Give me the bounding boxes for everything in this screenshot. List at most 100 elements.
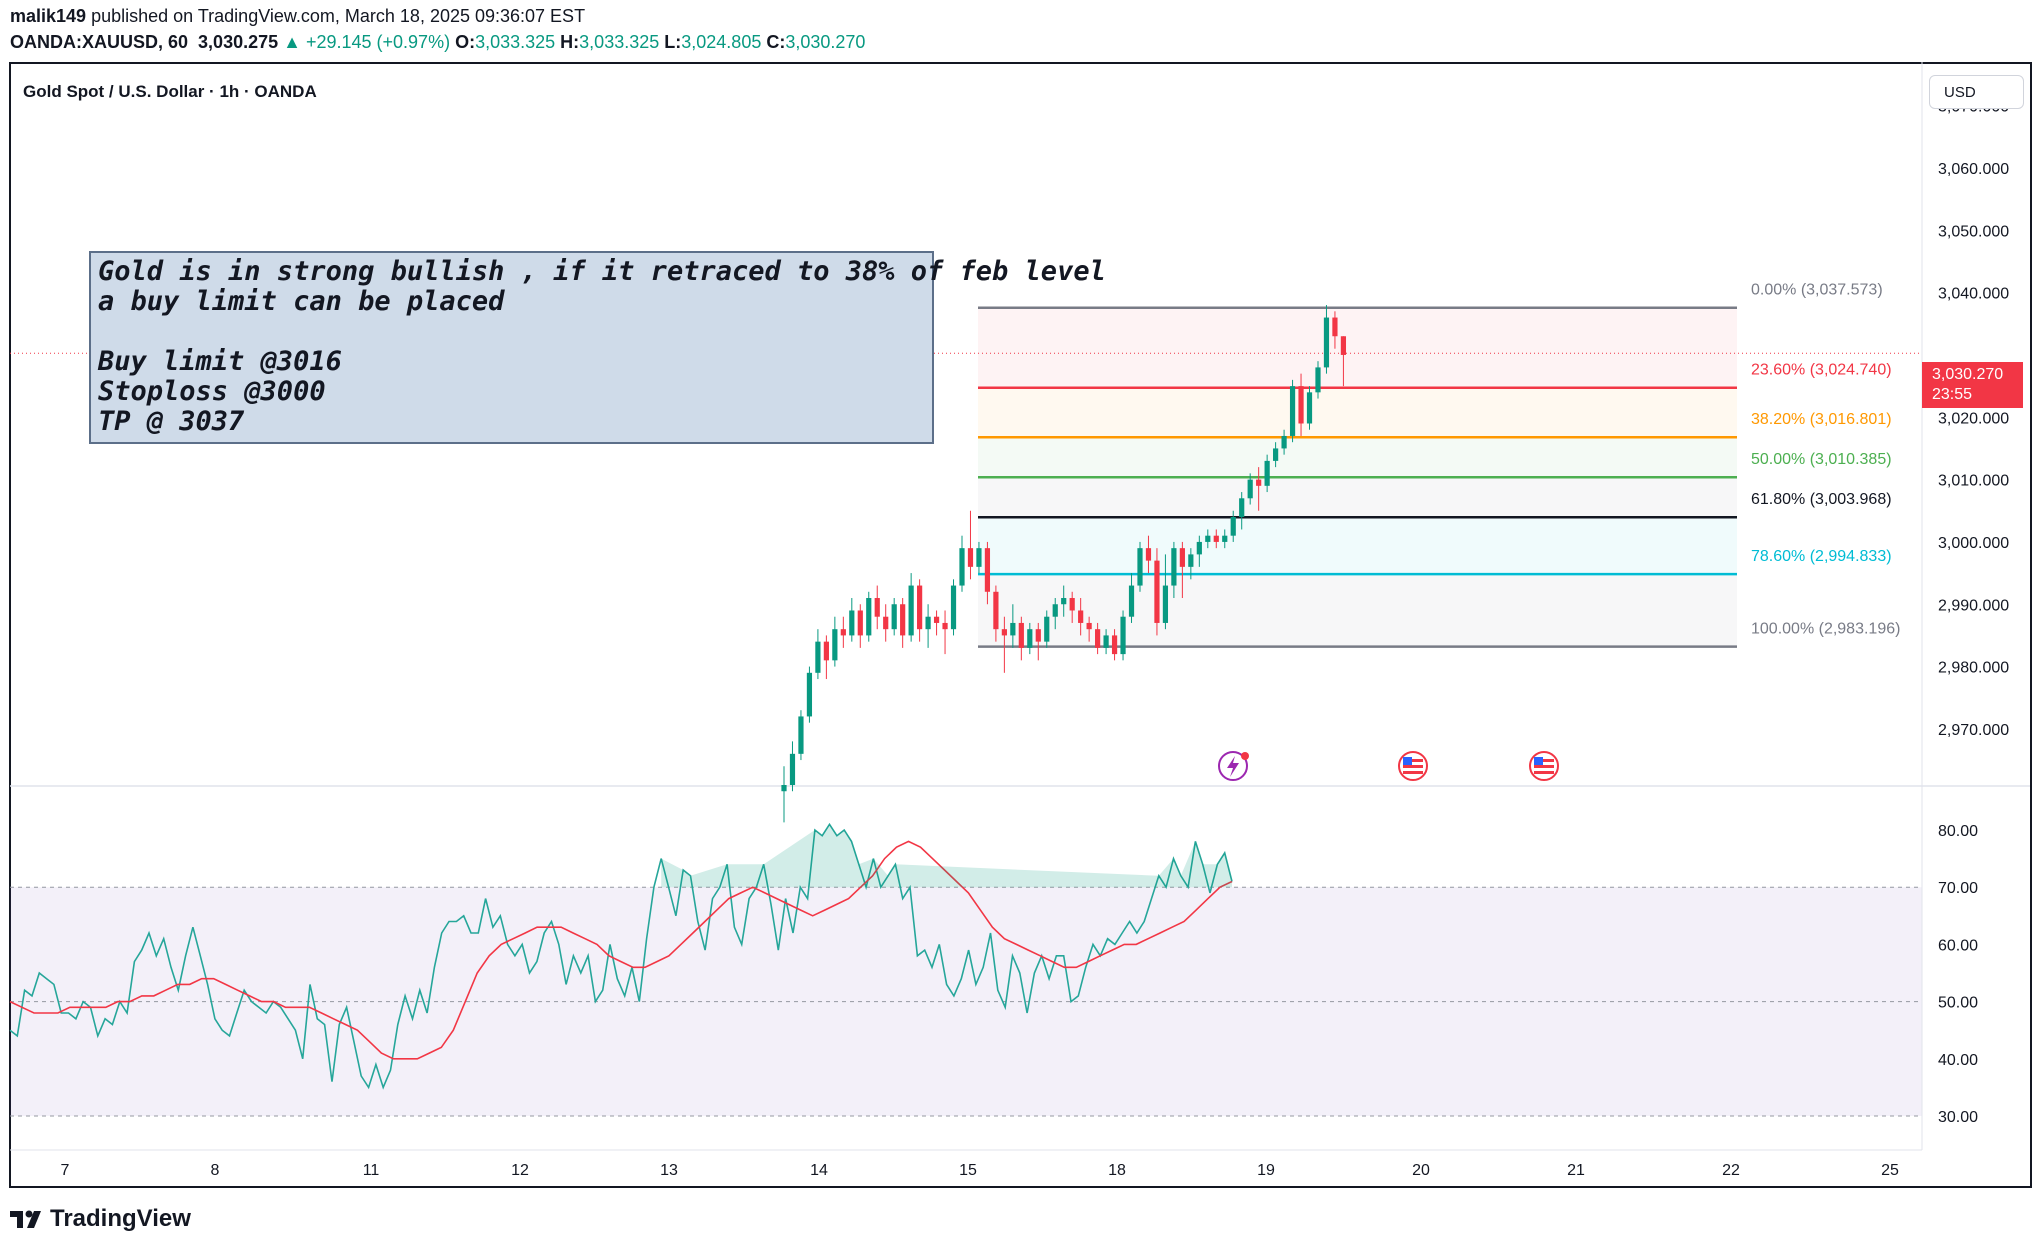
fib-level-label: 78.60% (2,994.833) [1751,548,1892,565]
candle-body [1247,479,1253,499]
high-label: H: [560,32,580,52]
candle-body [874,598,880,617]
time-axis-tick: 18 [1108,1162,1126,1179]
candle-body [1306,392,1313,424]
candle-body [1222,535,1228,542]
candle-body [908,585,914,636]
us-flag-icon[interactable] [1398,751,1428,781]
candle-body [984,548,991,592]
candle-body [1289,386,1296,436]
chart-frame [9,62,2032,1188]
currency-button[interactable]: USD [1929,75,2024,109]
candle-body [1171,548,1177,586]
candle-body [840,629,846,636]
candle-body [1196,541,1202,555]
note-line: a buy limit can be placed [98,286,505,317]
price-axis-tick: 2,990.000 [1938,597,2009,614]
time-axis-tick: 8 [211,1162,220,1179]
note-line: Stoploss @3000 [98,376,326,407]
candle-body [1298,386,1304,424]
rsi-axis-tick: 30.00 [1938,1109,1978,1126]
rsi-ma-line [9,840,1233,1060]
note-line: Buy limit @3016 [98,346,342,377]
candle-body [1162,585,1169,623]
candle-body [832,629,838,661]
candle-body [1120,616,1126,655]
candle-body [1111,635,1118,655]
candle-body [1027,629,1033,648]
rsi-axis-tick: 40.00 [1938,1052,1978,1069]
rsi-axis-tick: 50.00 [1938,995,1978,1012]
candle-body [1069,598,1075,611]
candle-body [1078,610,1084,623]
lightning-icon[interactable] [1218,751,1249,781]
chart-legend-title: Gold Spot / U.S. Dollar · 1h · OANDA [23,82,317,101]
time-axis-tick: 15 [959,1162,977,1179]
candle-body [1323,317,1330,368]
candle-body [1315,367,1321,393]
candle-body [1095,629,1101,648]
candle-body [900,604,906,636]
candle-body [950,585,957,630]
price-axis-tick: 2,970.000 [1938,722,2009,739]
fib-zone [978,437,1737,478]
candle-body [1154,560,1160,623]
candle-body [1044,616,1050,642]
time-axis-tick: 14 [810,1162,828,1179]
price-axis-tick: 3,040.000 [1938,286,2009,303]
trade-note[interactable]: Gold is in strong bullish , if it retrac… [89,251,1106,444]
tradingview-logo[interactable]: TradingView [10,1205,191,1233]
fib-level-label: 100.00% (2,983.196) [1751,621,1900,638]
fib-zone [978,574,1737,647]
candle-body [1145,548,1152,561]
time-axis-tick: 20 [1412,1162,1430,1179]
rsi-axis-tick: 80.00 [1938,823,1978,840]
time-axis-tick: 21 [1567,1162,1585,1179]
fib-zone [978,307,1737,388]
candle-body [798,716,804,754]
time-axis-tick: 12 [511,1162,529,1179]
tradingview-logo-icon [10,1210,41,1228]
time-axis-tick: 22 [1722,1162,1740,1179]
brand-name: TradingView [50,1205,191,1232]
candle-body [1128,585,1135,617]
rsi-axis-tick: 70.00 [1938,880,1978,897]
note-line [98,317,925,347]
candle-body [849,610,855,636]
candle-body [1264,460,1270,486]
candle-body [1213,535,1219,542]
fib-zone [978,387,1737,438]
open-label: O: [455,32,476,52]
candle-body [1179,548,1185,567]
candle-body [823,641,829,661]
candle-body [1340,336,1347,355]
fib-level-label: 0.00% (3,037.573) [1751,282,1883,299]
high-value: 3,033.325 [579,32,660,52]
author-name[interactable]: malik149 [10,6,87,26]
note-line: Gold is in strong bullish , if it retrac… [98,256,1106,287]
time-axis-tick: 19 [1257,1162,1275,1179]
published-text: published on TradingView.com, March 18, … [91,6,586,26]
candle-body [1001,629,1007,636]
candle-body [993,591,999,630]
candle-body [1188,554,1194,567]
us-flag-icon[interactable] [1529,751,1559,781]
candle-body [1230,516,1236,536]
candle-body [1332,317,1338,337]
price-axis-tick: 3,060.000 [1938,161,2009,178]
low-value: 3,024.805 [681,32,762,52]
fib-zone [978,477,1737,518]
ohlc-header: OANDA:XAUUSD, 60 3,030.275 ▲ +29.145 (+0… [10,32,865,53]
candle-body [967,548,974,567]
time-axis-tick: 11 [363,1162,380,1179]
candle-body [1281,435,1287,449]
price-axis-tick: 3,020.000 [1938,410,2009,427]
rsi-axis-tick: 60.00 [1938,937,1978,954]
candle-body [976,548,982,567]
rsi-line [9,822,1233,1090]
candle-body [1205,535,1211,542]
price-axis-tick: 3,000.000 [1938,535,2009,552]
candle-body [1103,635,1109,648]
last-price-tag: 3,030.270 23:55 [1922,362,2023,408]
